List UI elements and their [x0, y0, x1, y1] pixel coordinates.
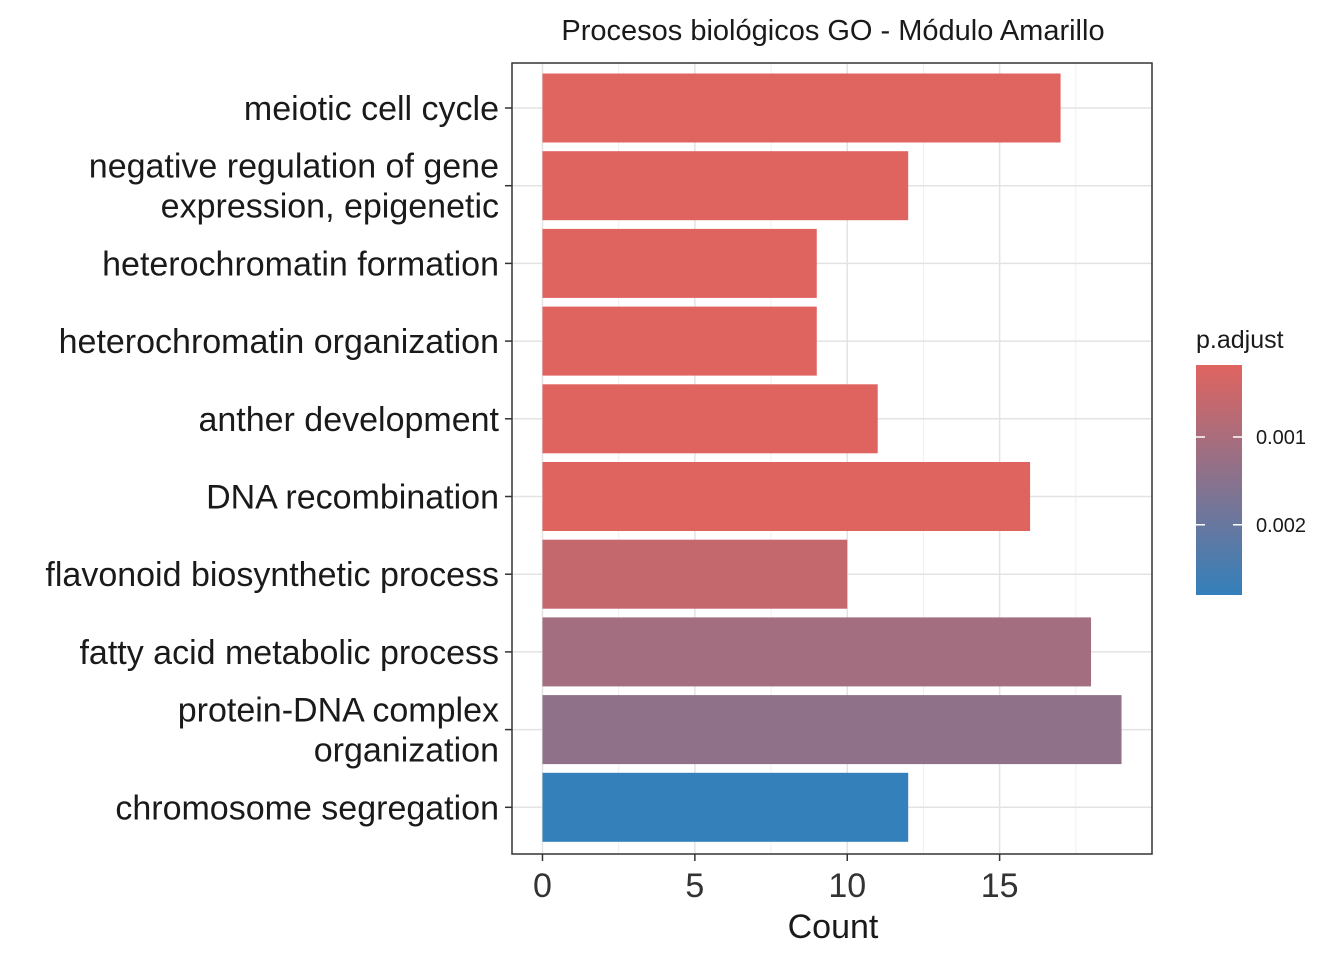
bar — [542, 73, 1061, 143]
color-legend: p.adjust 0.001 0.002 — [1196, 326, 1306, 595]
bar — [542, 617, 1092, 687]
x-tick-label: 0 — [533, 867, 552, 905]
y-tick-label: fatty acid metabolic process — [79, 634, 499, 672]
y-tick-label: heterochromatin organization — [59, 323, 499, 361]
legend-title: p.adjust — [1196, 326, 1284, 354]
x-axis: 0 5 10 15 — [533, 854, 1019, 905]
y-tick-label: DNA recombination — [206, 479, 499, 517]
panel-border — [511, 62, 1153, 855]
chart-title: Procesos biológicos GO - Módulo Amarillo — [561, 15, 1104, 47]
y-tick-label: chromosome segregation — [115, 789, 499, 827]
y-tick-label: protein-DNA complex organization — [178, 692, 499, 770]
y-tick-label: meiotic cell cycle — [244, 90, 499, 128]
y-tick-label: heterochromatin formation — [102, 245, 499, 283]
y-tick-label: anther development — [198, 401, 499, 439]
y-tick-label: negative regulation of gene expression, e… — [89, 148, 499, 226]
bar — [542, 772, 909, 842]
y-axis: meiotic cell cycle negative regulation of… — [45, 90, 512, 827]
bar — [542, 151, 909, 221]
x-axis-label: Count — [788, 908, 879, 946]
legend-ticks: 0.001 0.002 — [1196, 427, 1306, 537]
bar — [542, 462, 1031, 531]
bar — [542, 384, 878, 454]
bar — [542, 228, 817, 298]
x-tick-label: 10 — [828, 867, 866, 905]
bar-series — [542, 73, 1122, 842]
x-tick-label: 5 — [685, 867, 704, 905]
y-tick-label: flavonoid biosynthetic process — [45, 556, 499, 594]
bar — [542, 539, 848, 609]
legend-tick-label: 0.001 — [1256, 427, 1306, 449]
legend-colorbar — [1196, 365, 1242, 595]
bar — [542, 306, 817, 376]
bar — [542, 695, 1122, 765]
x-tick-label: 15 — [981, 867, 1019, 905]
legend-tick-label: 0.002 — [1256, 515, 1306, 537]
